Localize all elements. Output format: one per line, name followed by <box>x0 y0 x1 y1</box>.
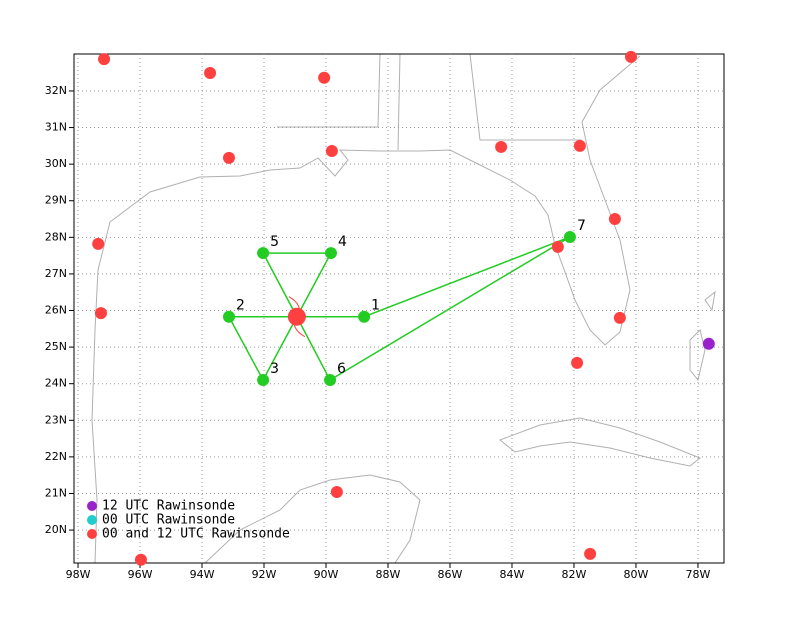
lon-label: 78W <box>686 568 711 581</box>
point-label: 1 <box>371 298 380 314</box>
lat-label: 27N <box>45 267 67 280</box>
lon-label: 82W <box>562 568 587 581</box>
lon-label: 96W <box>128 568 153 581</box>
drop-point <box>222 310 235 323</box>
storm-symbol <box>288 296 306 338</box>
lat-label: 30N <box>45 157 67 170</box>
station <box>571 356 584 369</box>
station <box>551 240 564 253</box>
station <box>204 67 217 80</box>
lat-label: 22N <box>45 450 67 463</box>
flight-leg <box>296 252 332 318</box>
coastlines <box>91 53 716 564</box>
lon-label: 86W <box>438 568 463 581</box>
flight-leg <box>228 316 264 381</box>
lat-label: 23N <box>45 413 67 426</box>
lat-label: 21N <box>45 486 67 499</box>
legend-marker <box>87 529 97 539</box>
lat-label: 32N <box>45 84 67 97</box>
legend-label: 00 and 12 UTC Rawinsonde <box>102 527 290 542</box>
station <box>608 213 621 226</box>
coastline <box>204 474 421 564</box>
point-label: 7 <box>577 218 586 234</box>
legend-marker <box>87 501 97 511</box>
lat-label: 26N <box>45 304 67 317</box>
lon-label: 84W <box>500 568 525 581</box>
point-label: 4 <box>338 234 347 250</box>
flight-leg <box>329 236 571 381</box>
station <box>134 553 147 566</box>
drop-point <box>324 374 337 387</box>
flight-leg <box>262 252 298 318</box>
legend-label: 12 UTC Rawinsonde <box>102 499 235 514</box>
drop-point <box>257 247 270 260</box>
lat-label: 20N <box>45 523 67 536</box>
station <box>625 50 638 63</box>
flight-leg <box>296 316 331 381</box>
station <box>222 151 235 164</box>
station <box>318 71 331 84</box>
lon-label: 88W <box>376 568 401 581</box>
lon-label: 80W <box>624 568 649 581</box>
flight-leg <box>363 236 571 318</box>
legend-label: 00 UTC Rawinsonde <box>102 513 235 528</box>
lat-label: 25N <box>45 340 67 353</box>
lon-label: 94W <box>190 568 215 581</box>
station <box>94 307 107 320</box>
border <box>277 53 582 151</box>
point-label: 3 <box>270 361 279 377</box>
lat-label: 29N <box>45 194 67 207</box>
drop-point <box>257 374 270 387</box>
lat-label: 28N <box>45 230 67 243</box>
point-label: 6 <box>337 361 346 377</box>
drop-point <box>324 247 337 260</box>
legend-marker <box>87 515 97 525</box>
station <box>702 337 715 350</box>
station <box>330 486 343 499</box>
coastline <box>91 55 641 564</box>
lat-label: 24N <box>45 377 67 390</box>
station <box>98 53 111 66</box>
lon-label: 92W <box>252 568 277 581</box>
lon-label: 90W <box>314 568 339 581</box>
point-label: 2 <box>236 298 245 314</box>
storm-center <box>287 307 306 326</box>
station <box>325 144 338 157</box>
station <box>92 237 105 250</box>
drop-point <box>563 230 576 243</box>
station <box>613 311 626 324</box>
lat-label: 31N <box>45 121 67 134</box>
coastline <box>499 417 701 467</box>
point-label: 5 <box>270 234 279 250</box>
drop-point <box>358 310 371 323</box>
station <box>495 140 508 153</box>
lon-label: 98W <box>66 568 91 581</box>
station <box>573 139 586 152</box>
station <box>584 547 597 560</box>
map-frame <box>73 53 725 564</box>
coastline <box>689 290 716 382</box>
flight-leg <box>262 316 298 381</box>
